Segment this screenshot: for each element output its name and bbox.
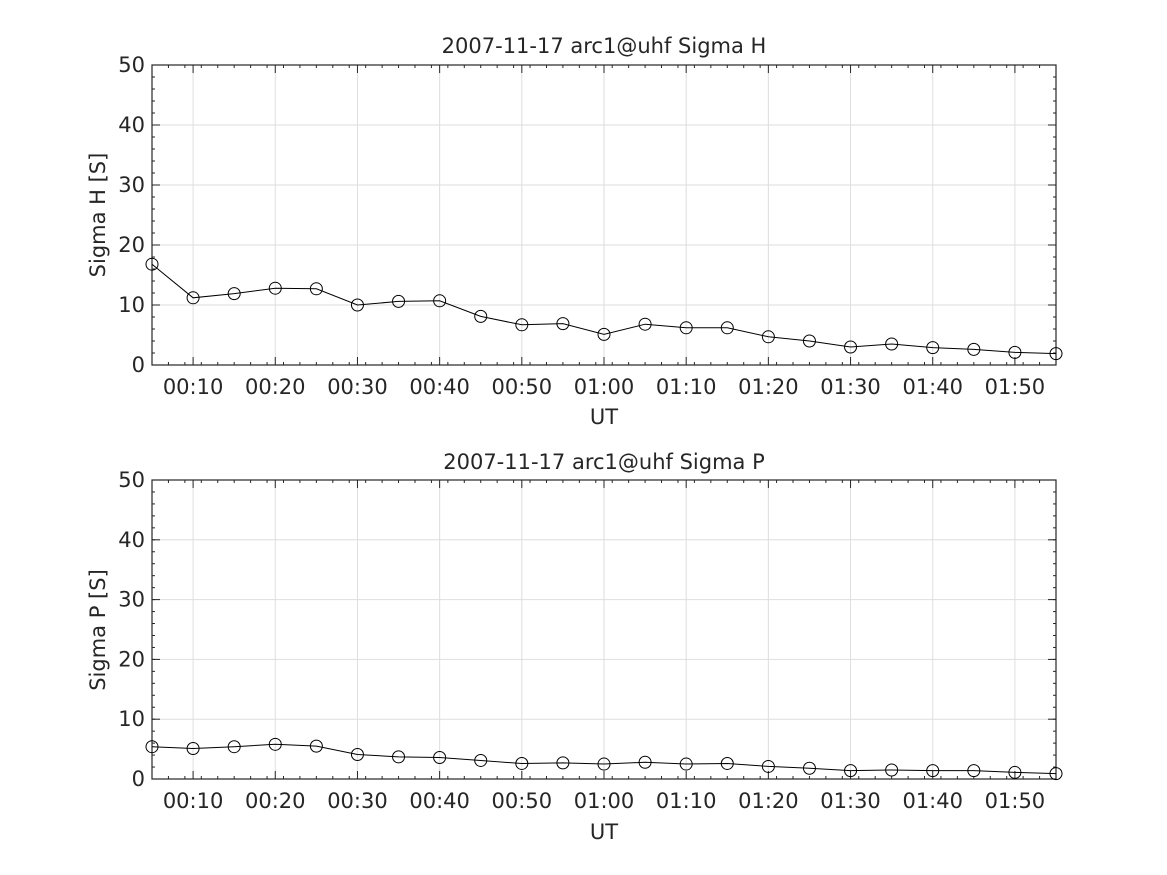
sigma-p-x-tick-label: 00:10 — [163, 789, 224, 813]
sigma-h-title: 2007-11-17 arc1@uhf Sigma H — [442, 34, 767, 58]
sigma-h-data-point — [597, 327, 611, 341]
sigma-p-y-tick-label: 50 — [118, 468, 145, 492]
sigma-p-data-point — [967, 764, 981, 778]
sigma-p-data-point — [802, 761, 816, 775]
sigma-p-data-point — [392, 750, 406, 764]
sigma-h-axes-frame — [151, 64, 1057, 366]
sigma-p-data-point — [350, 747, 364, 761]
sigma-p-x-tick-label: 00:50 — [492, 789, 553, 813]
sigma-h-data-point — [967, 342, 981, 356]
sigma-p-x-tick-label: 01:40 — [902, 789, 963, 813]
sigma-p-data-point — [761, 759, 775, 773]
sigma-p-data-point — [1008, 765, 1022, 779]
sigma-h-x-tick-label: 00:40 — [409, 375, 470, 399]
sigma-h-data-point — [761, 330, 775, 344]
sigma-h-y-tick-label: 40 — [118, 113, 145, 137]
sigma-h-data-point — [926, 341, 940, 355]
sigma-p-panel: 2007-11-17 arc1@uhf Sigma P UT Sigma P [… — [86, 450, 1063, 844]
sigma-p-title: 2007-11-17 arc1@uhf Sigma P — [443, 450, 765, 474]
sigma-h-x-tick-label: 01:20 — [738, 375, 799, 399]
sigma-p-data-point — [679, 757, 693, 771]
sigma-h-y-axis-label: Sigma H [S] — [86, 153, 110, 278]
sigma-h-x-tick-label: 01:30 — [820, 375, 881, 399]
sigma-h-data-point — [1049, 347, 1063, 361]
sigma-h-y-tick-label: 30 — [118, 173, 145, 197]
sigma-p-y-axis-label: Sigma P [S] — [86, 569, 110, 691]
sigma-p-data-point — [515, 756, 529, 770]
sigma-p-data-point — [145, 740, 159, 754]
sigma-h-x-tick-label: 01:40 — [902, 375, 963, 399]
sigma-p-data-point — [309, 739, 323, 753]
sigma-h-data-point — [885, 337, 899, 351]
sigma-p-data-point — [268, 737, 282, 751]
sigma-p-x-tick-label: 01:10 — [656, 789, 717, 813]
sigma-h-data-point — [268, 281, 282, 295]
sigma-h-y-tick-label: 20 — [118, 233, 145, 257]
sigma-p-data-point — [844, 764, 858, 778]
sigma-p-y-tick-label: 30 — [118, 588, 145, 612]
sigma-p-x-tick-label: 01:00 — [574, 789, 635, 813]
sigma-h-data-point — [392, 294, 406, 308]
sigma-p-y-tick-label: 0 — [132, 767, 145, 791]
sigma-p-data-point — [556, 756, 570, 770]
sigma-h-x-tick-label: 00:10 — [163, 375, 224, 399]
sigma-h-y-tick-label: 50 — [118, 53, 145, 77]
sigma-h-data-point — [474, 309, 488, 323]
sigma-h-series-line — [151, 263, 1057, 355]
sigma-h-x-tick-label: 01:00 — [574, 375, 635, 399]
sigma-h-data-point — [227, 287, 241, 301]
sigma-p-data-point — [638, 755, 652, 769]
sigma-h-data-point — [720, 321, 734, 335]
sigma-h-panel: 2007-11-17 arc1@uhf Sigma H UT Sigma H [… — [86, 34, 1063, 429]
sigma-h-x-tick-label: 00:50 — [492, 375, 553, 399]
sigma-p-x-tick-label: 01:20 — [738, 789, 799, 813]
sigma-p-x-axis-label: UT — [590, 820, 618, 844]
sigma-h-data-point — [145, 257, 159, 271]
sigma-h-data-point — [350, 298, 364, 312]
sigma-h-data-point — [844, 340, 858, 354]
sigma-p-data-point — [597, 757, 611, 771]
sigma-h-y-tick-label: 0 — [132, 353, 145, 377]
sigma-p-y-tick-label: 10 — [118, 707, 145, 731]
sigma-h-data-point — [433, 294, 447, 308]
sigma-p-x-tick-label: 01:30 — [820, 789, 881, 813]
sigma-h-data-point — [679, 321, 693, 335]
sigma-h-x-tick-label: 01:10 — [656, 375, 717, 399]
sigma-h-data-point — [1008, 345, 1022, 359]
sigma-p-axes-frame — [151, 479, 1057, 780]
sigma-p-data-point — [186, 742, 200, 756]
sigma-h-x-tick-label: 01:50 — [985, 375, 1046, 399]
sigma-h-data-point — [638, 317, 652, 331]
sigma-p-y-tick-label: 20 — [118, 647, 145, 671]
sigma-h-x-tick-label: 00:20 — [245, 375, 306, 399]
sigma-h-data-point — [309, 282, 323, 296]
sigma-h-y-tick-label: 10 — [118, 293, 145, 317]
sigma-h-x-tick-label: 00:30 — [327, 375, 388, 399]
sigma-p-x-tick-label: 00:20 — [245, 789, 306, 813]
sigma-p-data-point — [474, 753, 488, 767]
sigma-p-y-tick-label: 40 — [118, 528, 145, 552]
sigma-p-x-tick-label: 00:30 — [327, 789, 388, 813]
sigma-h-data-point — [802, 334, 816, 348]
sigma-h-data-point — [515, 318, 529, 332]
sigma-h-data-point — [556, 317, 570, 331]
sigma-p-data-point — [885, 763, 899, 777]
sigma-p-data-point — [720, 756, 734, 770]
sigma-p-x-tick-label: 00:40 — [409, 789, 470, 813]
sigma-p-data-point — [1049, 767, 1063, 781]
sigma-p-data-point — [227, 740, 241, 754]
sigma-p-x-tick-label: 01:50 — [985, 789, 1046, 813]
sigma-p-data-point — [926, 764, 940, 778]
sigma-h-data-point — [186, 291, 200, 305]
sigma-p-data-point — [433, 750, 447, 764]
sigma-h-x-axis-label: UT — [590, 405, 618, 429]
sigma-p-series-line — [151, 743, 1057, 775]
